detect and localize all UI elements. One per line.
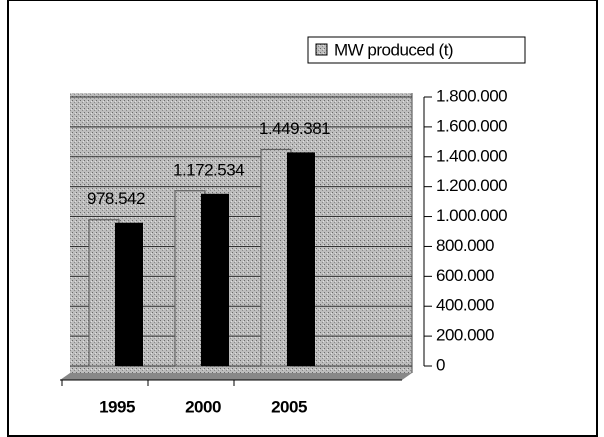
y-tick-label: 200.000 — [436, 326, 494, 345]
bar — [287, 152, 315, 366]
bar — [260, 148, 292, 367]
y-tick-label: 0 — [436, 355, 445, 374]
legend-label: MW produced (t) — [334, 40, 453, 59]
y-tick-label: 400.000 — [436, 296, 494, 315]
x-tick-label: 2000 — [185, 397, 221, 416]
x-tick-label: 1995 — [99, 397, 135, 416]
bar — [201, 193, 229, 366]
y-tick-label: 1.200.000 — [436, 176, 507, 195]
bar — [115, 222, 143, 366]
y-tick-label: 1.000.000 — [436, 206, 507, 225]
bar — [88, 219, 120, 367]
y-tick-label: 800.000 — [436, 236, 494, 255]
y-tick-label: 600.000 — [436, 266, 494, 285]
y-tick-label: 1.800.000 — [436, 86, 507, 105]
y-tick-label: 1.400.000 — [436, 146, 507, 165]
y-tick-label: 1.600.000 — [436, 116, 507, 135]
legend-box — [307, 36, 526, 64]
legend-swatch — [315, 43, 328, 56]
value-label: 1.449.381 — [259, 119, 330, 138]
value-label: 978.542 — [87, 189, 145, 208]
value-label: 1.172.534 — [173, 160, 244, 179]
x-tick-label: 2005 — [271, 397, 307, 416]
plot-floor — [60, 373, 412, 380]
bar — [174, 190, 206, 367]
